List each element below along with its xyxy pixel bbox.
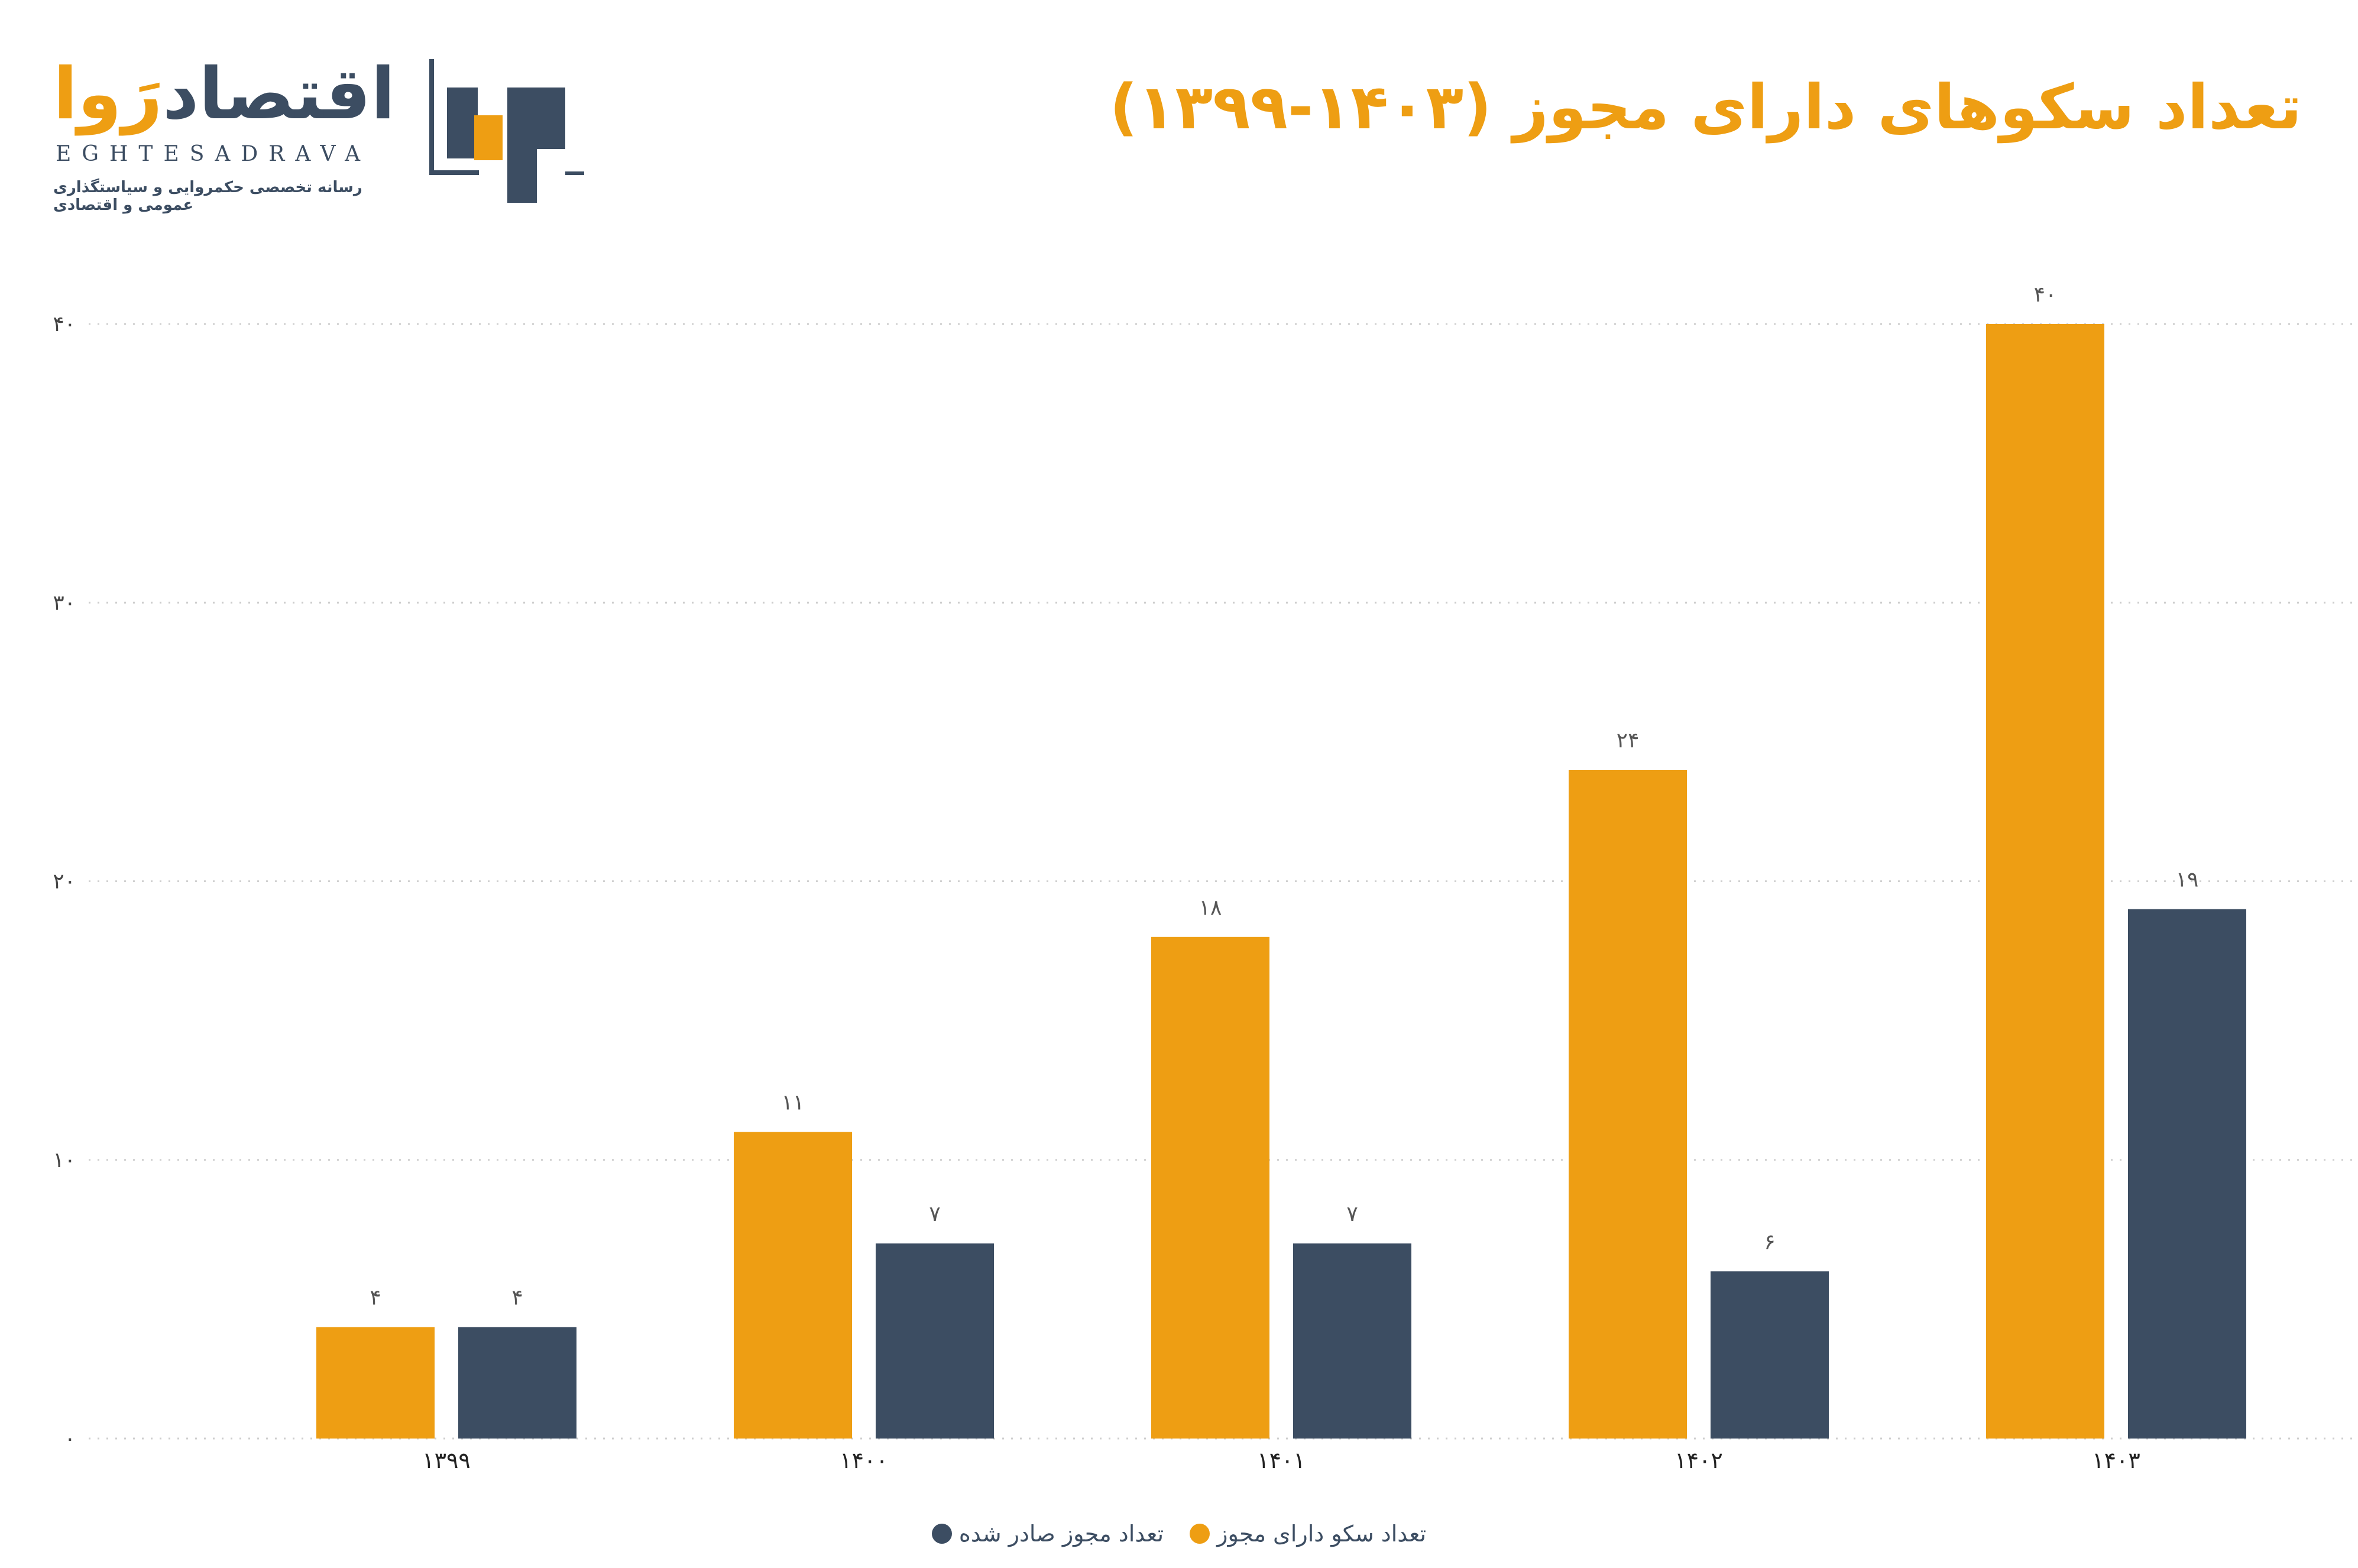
x-tick-label: ۱۴۰۲ <box>1674 1447 1723 1473</box>
data-label: ۲۴ <box>1617 728 1640 753</box>
brand-name-part1: اقتصاد <box>162 53 396 135</box>
data-label: ۱۱ <box>782 1091 805 1115</box>
data-label: ۴ <box>370 1286 381 1310</box>
y-tick-label: ۳۰ <box>53 591 76 615</box>
x-tick-label: ۱۴۰۱ <box>1257 1447 1306 1473</box>
bar-issued-licenses <box>2128 909 2246 1439</box>
legend-swatch <box>931 1524 952 1544</box>
data-label: ۷ <box>929 1202 940 1226</box>
data-label: ۱۸ <box>1199 896 1222 920</box>
legend-label: تعداد سکو دارای مجوز <box>1217 1521 1427 1547</box>
bar-issued-licenses <box>458 1327 576 1439</box>
data-label: ۴۰ <box>2034 283 2057 307</box>
y-tick-label: ۱۰ <box>53 1148 76 1172</box>
data-label: ۱۹ <box>2176 868 2199 892</box>
legend-item: تعداد سکو دارای مجوز <box>1190 1521 1426 1547</box>
bar-chart: ۰ ۱۰ ۲۰ ۳۰ ۴۰ ۴ ۴ ۱۳۹۹ ۱۱ ۷ ۱۴۰۰ ۱۸ ۷ ۱۴۰۱ ۲۴ ۶ ۱۴۰۲ ۴۰ ۱۹… <box>53 283 2358 1473</box>
bar-licensed-platforms <box>1569 770 1687 1439</box>
brand-mark-icon <box>429 59 584 203</box>
bar-issued-licenses <box>1711 1271 1829 1439</box>
legend-item: تعداد مجوز صادر شده <box>931 1521 1164 1547</box>
brand-tagline: رسانه تخصصی حکمروایی و سیاستگذاری عمومی … <box>53 179 362 214</box>
brand-logo: اقتصادرَوا EGHTESADRAVA رسانه تخصصی حکمر… <box>53 53 585 219</box>
x-tick-label: ۱۴۰۳ <box>2092 1447 2140 1473</box>
bar-licensed-platforms <box>734 1132 852 1439</box>
bar-issued-licenses <box>1293 1243 1411 1439</box>
y-tick-label: ۰ <box>64 1427 76 1451</box>
chart-title: تعداد سکوهای دارای مجوز (۱۴۰۳-۱۳۹۹) <box>1109 71 2302 143</box>
data-label: ۴ <box>511 1286 523 1310</box>
chart-legend: تعداد سکو دارای مجوز تعداد مجوز صادر شده <box>0 1521 2358 1547</box>
legend-swatch <box>1190 1524 1210 1544</box>
brand-latin-name: EGHTESADRAVA <box>56 142 371 166</box>
data-label: ۷ <box>1346 1202 1358 1226</box>
bar-issued-licenses <box>876 1243 994 1439</box>
y-tick-label: ۴۰ <box>53 312 76 336</box>
bar-licensed-platforms <box>1151 937 1269 1439</box>
bar-licensed-platforms <box>1986 324 2104 1439</box>
data-label: ۶ <box>1764 1230 1775 1254</box>
brand-name-part2: رَوا <box>53 53 163 135</box>
legend-label: تعداد مجوز صادر شده <box>958 1521 1164 1547</box>
brand-name: اقتصادرَوا <box>53 53 395 136</box>
y-tick-label: ۲۰ <box>53 870 76 894</box>
x-tick-label: ۱۴۰۰ <box>840 1447 888 1473</box>
bar-licensed-platforms <box>316 1327 435 1439</box>
x-tick-label: ۱۳۹۹ <box>422 1447 471 1473</box>
